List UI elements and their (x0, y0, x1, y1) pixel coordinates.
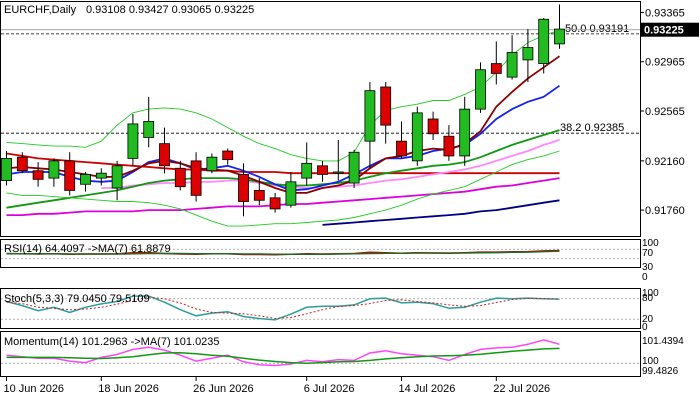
bull-candle (554, 28, 565, 45)
rsi-series-2 (6, 250, 560, 255)
bull-candle (506, 52, 518, 78)
x-tick-label: 14 Jul 2026 (399, 383, 456, 395)
fib-level-label: 38.2 0.92385 (560, 122, 624, 134)
bear-candle (317, 165, 328, 175)
bull-candle (206, 156, 218, 172)
y-tick-label: 0.92965 (645, 57, 685, 69)
bull-candle (80, 174, 91, 185)
bear-candle (380, 86, 392, 126)
momentum-label: Momentum(14) 101.2963 ->MA(7) 101.0235 (4, 336, 220, 348)
navy-ma-line (322, 199, 560, 226)
stoch-tick-label: 20 (642, 314, 654, 325)
symbol-label: EURCHF,Daily (4, 4, 77, 16)
rsi-label: RSI(14) 64.4097 ->MA(7) 61.8879 (4, 243, 171, 255)
band-lower-line (6, 150, 560, 227)
band-upper-line (6, 29, 560, 162)
rsi-tick-label: 0 (642, 272, 648, 283)
x-tick-label: 10 Jun 2026 (4, 383, 65, 395)
magenta-ma-line (6, 177, 560, 216)
bull-candle (143, 121, 155, 138)
bear-candle (443, 135, 455, 157)
bull-candle (522, 47, 534, 61)
bear-candle (32, 170, 44, 180)
stoch-panel (0, 288, 641, 329)
stoch-series-1 (6, 295, 560, 321)
bear-candle (238, 174, 249, 202)
x-tick-label: 18 Jun 2026 (98, 383, 159, 395)
momentum-plot (1, 339, 640, 367)
bull-candle (332, 171, 344, 174)
bull-candle (48, 160, 60, 179)
stoch-series-2 (6, 296, 560, 320)
green-ma-line (6, 129, 560, 209)
main-plot: 50.0 0.93191 38.2 0.92385 (1, 4, 640, 227)
last-price-label: 0.93225 (644, 25, 684, 37)
y-tick-label: 0.93365 (645, 7, 685, 19)
ohlc-label: 0.93108 0.93427 0.93065 0.93225 (86, 4, 254, 16)
rsi-plot (1, 248, 640, 260)
stoch-tick-label: 0 (642, 322, 648, 333)
y-tick-label: 0.92160 (645, 156, 685, 168)
momentum-series-2 (6, 347, 560, 365)
bear-candle (64, 160, 76, 191)
rsi-tick-label: 70 (642, 248, 654, 259)
rsi-tick-label: 100 (642, 238, 659, 249)
bear-candle (396, 140, 407, 157)
bull-candle (364, 90, 376, 142)
stoch-tick-label: 100 (642, 288, 659, 299)
x-tick-label: 26 Jun 2026 (193, 383, 254, 395)
bear-candle (222, 150, 234, 161)
main-panel (0, 1, 641, 237)
bull-candle (459, 108, 471, 157)
bull-candle (538, 18, 550, 64)
bull-candle (348, 151, 360, 184)
axes: 0.93365 0.92965 0.92565 0.92160 0.91760 0.932… (4, 7, 699, 395)
last-price-tag (641, 22, 699, 37)
bear-candle (253, 190, 265, 201)
bull-candle (95, 172, 107, 179)
bull-candle (1, 158, 12, 181)
bull-candle (111, 165, 123, 189)
red-ma-line (6, 152, 560, 175)
stoch-plot (1, 295, 640, 321)
bull-candle (285, 181, 297, 206)
bear-candle (159, 143, 170, 167)
stoch-tick-label: 80 (642, 293, 654, 304)
rsi-tick-label: 30 (642, 262, 654, 273)
fib-level-label: 50.0 0.93191 (565, 23, 629, 35)
bear-candle (269, 197, 281, 210)
bull-candle (301, 162, 313, 179)
momentum-tick-label: 99.4826 (642, 366, 679, 377)
bear-candle (190, 160, 202, 196)
bull-candle (475, 69, 486, 110)
momentum-panel (0, 331, 641, 377)
momentum-tick-label: 100 (642, 356, 659, 367)
bear-candle (16, 156, 28, 172)
bear-candle (174, 167, 186, 188)
stoch-label: Stoch(5,3,3) 79.0450 79.5109 (4, 293, 150, 305)
y-tick-label: 0.92565 (645, 106, 685, 118)
momentum-tick-label: 101.4394 (642, 336, 684, 347)
bull-candle (127, 123, 139, 159)
bear-candle (427, 118, 439, 135)
bull-candle (411, 112, 423, 162)
x-tick-label: 22 Jul 2026 (493, 383, 550, 395)
bear-candle (490, 63, 502, 74)
x-tick-label: 6 Jul 2026 (304, 383, 355, 395)
y-tick-label: 0.91760 (645, 205, 685, 217)
